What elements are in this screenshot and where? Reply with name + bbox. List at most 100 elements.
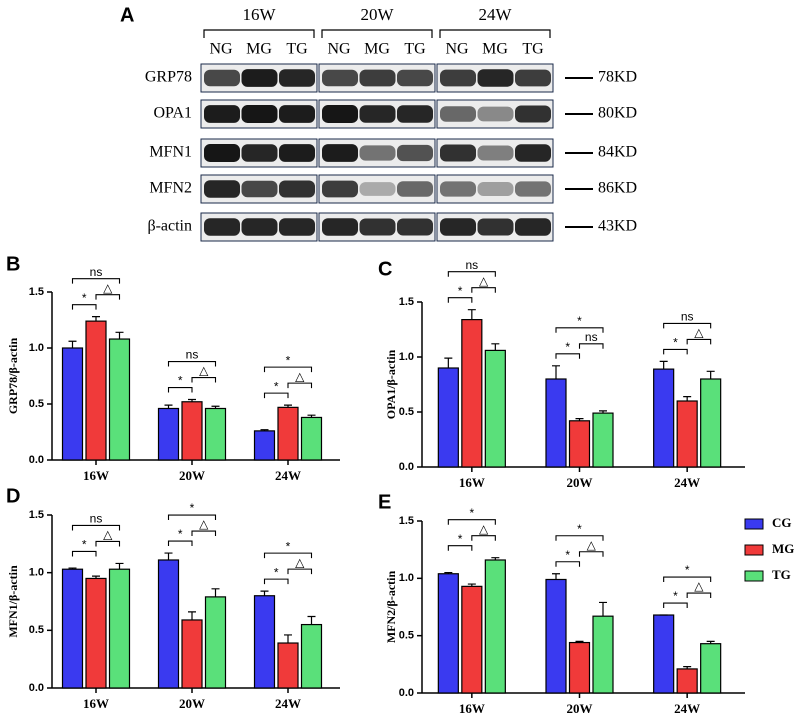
- legend-label: CG: [772, 515, 792, 530]
- significance-bracket: [578, 551, 604, 557]
- bar: [461, 585, 483, 694]
- bar: [653, 368, 675, 468]
- significance-bracket: [167, 514, 217, 521]
- bar: [181, 401, 203, 461]
- significance-bracket: [191, 530, 217, 537]
- blot-band: [241, 69, 278, 87]
- x-tick-label: 20W: [179, 468, 205, 483]
- legend-label: MG: [772, 541, 794, 556]
- significance-label: △: [694, 579, 704, 593]
- significance-bracket: [167, 540, 193, 547]
- y-axis-label: OPA1/β-actin: [384, 349, 398, 419]
- bar: [277, 642, 299, 689]
- error-bar: [552, 365, 560, 379]
- bar: [204, 596, 227, 689]
- blot-band: [241, 144, 278, 162]
- blot-band: [204, 218, 240, 236]
- significance-label: *: [178, 374, 183, 388]
- blot-band: [397, 181, 433, 197]
- blot-band: [359, 105, 396, 123]
- significance-bracket: [263, 578, 289, 585]
- significance-label: △: [479, 274, 489, 288]
- panel-letter: C: [378, 258, 392, 280]
- significance-bracket: [71, 304, 97, 310]
- y-tick-label: 0.0: [399, 461, 414, 473]
- significance-bracket: [447, 545, 473, 551]
- error-bar: [115, 562, 124, 570]
- significance-label: *: [274, 379, 279, 393]
- bar: [204, 407, 227, 461]
- bar: [61, 347, 84, 461]
- y-tick-label: 0.5: [399, 630, 414, 642]
- error-bar: [706, 370, 715, 379]
- blot-band: [322, 105, 358, 123]
- protein-label: MFN2: [149, 180, 192, 197]
- significance-bracket: [555, 327, 604, 333]
- error-bar: [188, 398, 196, 402]
- significance-label: ns: [681, 310, 694, 324]
- significance-bracket: [663, 602, 688, 609]
- significance-label: ns: [585, 330, 598, 344]
- significance-bracket: [167, 386, 193, 393]
- legend-label: TG: [772, 567, 791, 582]
- significance-bracket: [95, 294, 121, 300]
- error-bar: [599, 601, 607, 617]
- lane-label: MG: [246, 41, 272, 58]
- error-bar: [659, 360, 668, 370]
- error-bar: [491, 557, 500, 560]
- blot-band: [397, 105, 433, 123]
- significance-label: △: [587, 538, 597, 552]
- significance-bracket: [71, 278, 121, 284]
- significance-label: *: [673, 336, 678, 350]
- error-bar: [444, 572, 453, 574]
- group-label: 24W: [478, 5, 512, 24]
- significance-label: *: [82, 291, 87, 305]
- blot-band: [440, 106, 476, 122]
- blot-band: [515, 105, 551, 123]
- error-bar: [211, 405, 220, 409]
- blot-band: [279, 180, 315, 198]
- significance-label: △: [694, 326, 704, 340]
- significance-label: *: [458, 284, 463, 298]
- bar: [157, 559, 180, 689]
- blot-band: [477, 145, 514, 161]
- significance-label: △: [479, 522, 489, 536]
- error-bar: [491, 343, 500, 351]
- error-bar: [599, 410, 607, 414]
- legend-swatch: [744, 570, 764, 582]
- bar: [253, 595, 276, 689]
- blot-band: [359, 218, 396, 236]
- x-tick-label: 24W: [275, 468, 301, 483]
- error-bar: [444, 357, 453, 368]
- bar: [700, 378, 722, 468]
- error-bar: [115, 331, 124, 340]
- x-tick-label: 20W: [567, 475, 593, 490]
- panel-letter: B: [6, 253, 20, 275]
- y-tick-label: 1.0: [399, 351, 414, 363]
- error-bar: [552, 573, 560, 580]
- lane-label: MG: [482, 41, 508, 58]
- error-bar: [211, 588, 220, 597]
- lane-label: TG: [404, 41, 426, 58]
- protein-label: OPA1: [153, 105, 192, 122]
- significance-bracket: [686, 338, 712, 345]
- y-axis-label: MFN1/β-actin: [6, 565, 20, 638]
- size-label: 84KD: [598, 144, 637, 161]
- significance-bracket: [447, 271, 496, 277]
- blot-band: [279, 105, 315, 123]
- significance-bracket: [447, 297, 473, 303]
- error-bar: [260, 429, 269, 431]
- error-bar: [164, 404, 173, 409]
- protein-label: β-actin: [147, 218, 192, 235]
- x-tick-label: 20W: [567, 701, 593, 716]
- significance-label: △: [103, 528, 113, 542]
- blot-band: [359, 182, 396, 196]
- blot-band: [397, 218, 433, 236]
- bar: [108, 338, 131, 461]
- blot-band: [204, 105, 240, 123]
- y-axis-label: MFN2/β-actin: [384, 571, 398, 644]
- lane-label: MG: [364, 41, 390, 58]
- bar: [700, 643, 722, 694]
- significance-bracket: [167, 360, 217, 367]
- blot-band: [477, 181, 514, 197]
